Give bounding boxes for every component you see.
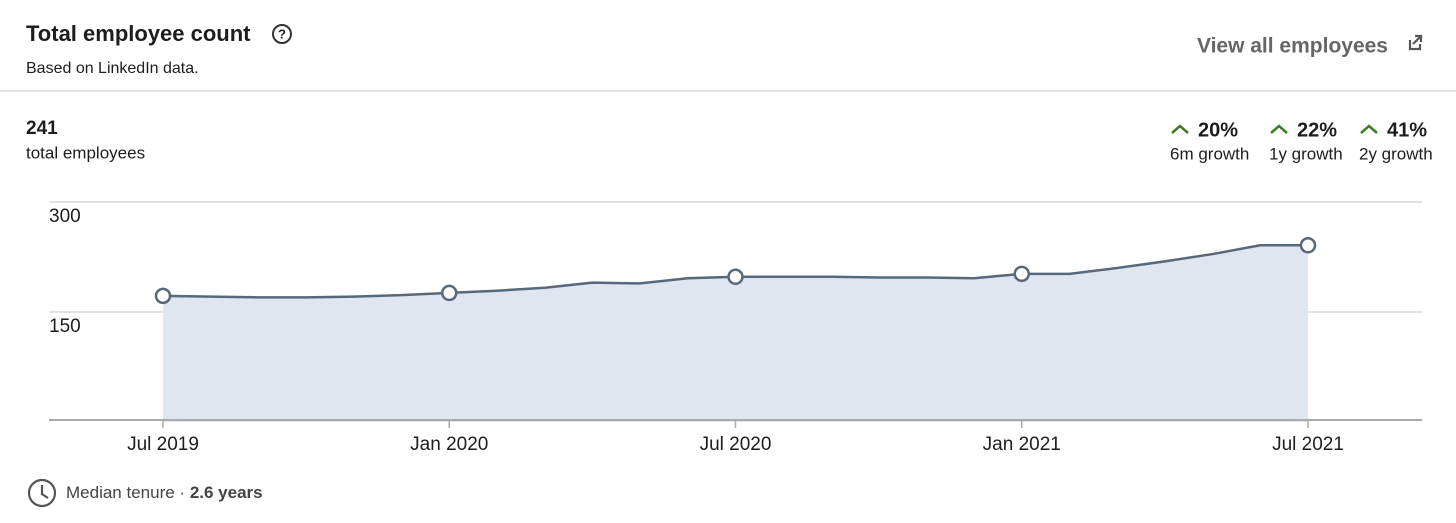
point-marker [154, 287, 172, 305]
help-circle [272, 24, 292, 44]
growth-stats: 20% 6m growth 22% 1y growth 41% 2y growth [1170, 119, 1433, 163]
median-tenure: Median tenure · 2.6 years [66, 483, 263, 502]
x-tick-label: Jan 2021 [983, 434, 1061, 455]
help-icon[interactable]: ? [272, 24, 292, 44]
y-tick-label: 150 [49, 316, 81, 337]
y-tick-label: 300 [49, 206, 81, 227]
clock-icon [27, 478, 57, 508]
tenure-separator: · [179, 483, 185, 502]
point-marker [1013, 265, 1030, 283]
growth-arrow [1270, 124, 1288, 134]
tenure-label: Median tenure [66, 483, 175, 502]
icon-box [1408, 40, 1422, 51]
employee-count-label: total employees [26, 143, 145, 162]
view-all-link[interactable]: View all employees [1197, 35, 1388, 58]
growth-value: 41% [1387, 119, 1427, 141]
employee-count: 241 [26, 118, 58, 139]
x-tick-label: Jan 2020 [410, 434, 488, 455]
growth-value: 20% [1198, 119, 1238, 141]
growth-label: 6m growth [1170, 144, 1249, 163]
area-fill [163, 245, 1308, 422]
point-marker [1299, 237, 1317, 254]
growth-value: 22% [1297, 119, 1337, 141]
clock-face [27, 478, 57, 508]
tenure-value: 2.6 years [190, 483, 263, 502]
growth-label: 2y growth [1359, 144, 1433, 163]
x-tick-label: Jul 2019 [127, 434, 199, 455]
point-marker [441, 284, 458, 302]
x-tick-label: Jul 2020 [700, 434, 772, 455]
card-subtitle: Based on LinkedIn data. [26, 60, 199, 77]
clock-hands [40, 485, 49, 499]
external-link-icon[interactable] [1408, 34, 1423, 51]
x-tick-label: Jul 2021 [1272, 434, 1344, 455]
growth-arrow [1360, 124, 1378, 134]
chart: 150 300 Jul 2019 Jan 2020 Jul 2020 Jan 2021 Ju… [49, 201, 1422, 455]
point-marker [727, 268, 744, 286]
growth-arrow [1171, 124, 1189, 134]
icon-arrow [1412, 34, 1423, 45]
growth-label: 1y growth [1269, 144, 1343, 163]
card-title: Total employee count [26, 21, 251, 46]
help-glyph: ? [278, 26, 286, 41]
